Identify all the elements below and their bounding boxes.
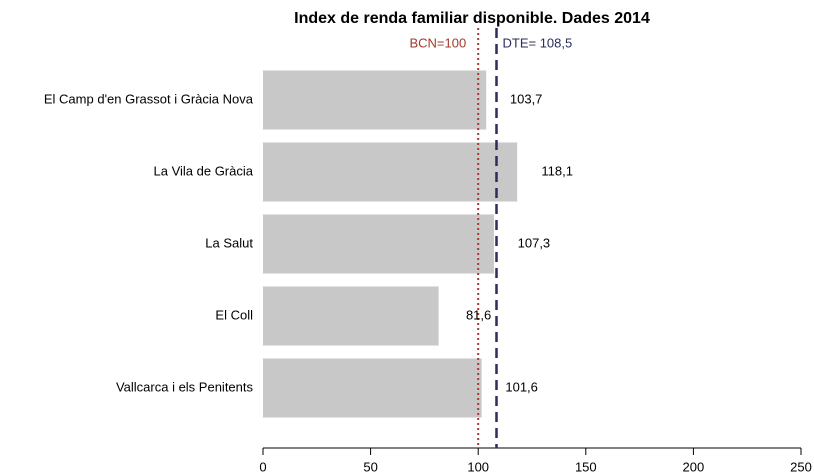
y-tick-label: El Coll [215, 307, 253, 322]
y-tick-label: El Camp d'en Grassot i Gràcia Nova [44, 91, 254, 106]
x-tick-label: 100 [467, 459, 489, 474]
x-tick-label: 150 [575, 459, 597, 474]
bar [263, 142, 518, 202]
value-label: 101,6 [505, 379, 538, 394]
x-tick-label: 0 [259, 459, 266, 474]
bar [263, 214, 494, 274]
y-tick-label: La Salut [205, 235, 253, 250]
reference-label: BCN=100 [409, 35, 466, 50]
bar [263, 70, 487, 130]
chart-title: Index de renda familiar disponible. Dade… [294, 10, 650, 27]
y-tick-label: La Vila de Gràcia [154, 163, 254, 178]
reference-label: DTE= 108,5 [502, 35, 572, 50]
x-tick-label: 250 [790, 459, 812, 474]
y-tick-label: Vallcarca i els Penitents [116, 379, 254, 394]
value-label: 107,3 [518, 235, 551, 250]
bar [263, 286, 439, 346]
bar [263, 358, 482, 418]
value-label: 118,1 [541, 163, 573, 178]
value-label: 81,6 [466, 307, 491, 322]
x-tick-label: 200 [683, 459, 705, 474]
value-label: 103,7 [510, 91, 543, 106]
x-tick-label: 50 [363, 459, 377, 474]
